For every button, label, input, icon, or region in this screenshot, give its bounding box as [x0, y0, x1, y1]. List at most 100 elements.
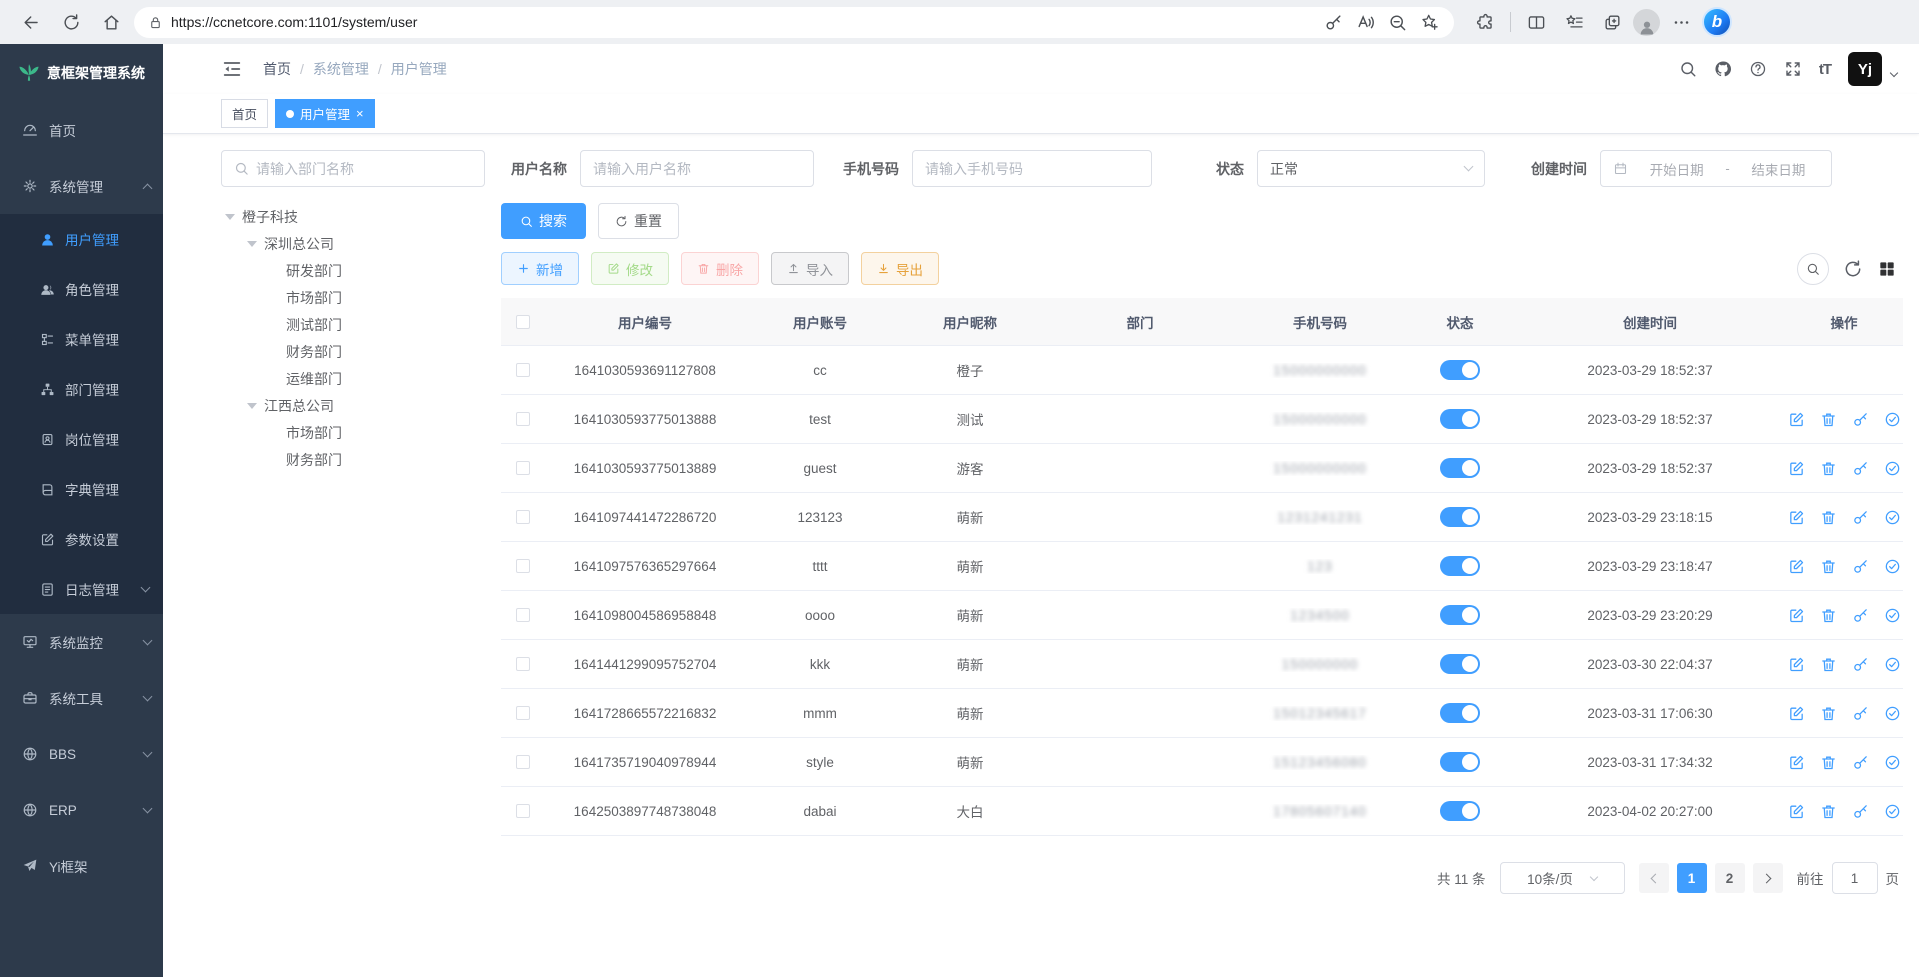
sidebar-item-role-mgmt[interactable]: 角色管理	[0, 264, 163, 314]
sidebar-fold-icon[interactable]	[221, 58, 243, 80]
caret-down-icon[interactable]	[225, 213, 235, 220]
add-favorite-icon[interactable]	[1414, 7, 1444, 37]
add-button[interactable]: 新增	[501, 252, 579, 285]
tag-user-mgmt[interactable]: 用户管理 ×	[275, 99, 375, 128]
caret-down-icon[interactable]	[247, 240, 257, 247]
browser-menu-icon[interactable]	[1664, 5, 1698, 39]
assign-role-icon[interactable]	[1884, 411, 1901, 428]
toggle-search-button[interactable]	[1797, 252, 1829, 285]
assign-role-icon[interactable]	[1884, 705, 1901, 722]
edit-icon[interactable]	[1788, 509, 1805, 526]
sidebar-item-dict-mgmt[interactable]: 字典管理	[0, 464, 163, 514]
delete-icon[interactable]	[1820, 411, 1837, 428]
status-select[interactable]: 正常	[1257, 150, 1485, 187]
edit-icon[interactable]	[1788, 411, 1805, 428]
assign-role-icon[interactable]	[1884, 607, 1901, 624]
reset-password-icon[interactable]	[1852, 656, 1869, 673]
reset-password-icon[interactable]	[1852, 705, 1869, 722]
sidebar-item-tools[interactable]: 系统工具	[0, 670, 163, 726]
delete-icon[interactable]	[1820, 607, 1837, 624]
assign-role-icon[interactable]	[1884, 460, 1901, 477]
browser-refresh-icon[interactable]	[54, 5, 88, 39]
row-checkbox[interactable]	[516, 559, 530, 573]
page-1-button[interactable]: 1	[1676, 863, 1707, 893]
row-checkbox[interactable]	[516, 412, 530, 426]
assign-role-icon[interactable]	[1884, 656, 1901, 673]
breadcrumb-system[interactable]: 系统管理	[312, 61, 369, 77]
reset-password-icon[interactable]	[1852, 754, 1869, 771]
row-checkbox[interactable]	[516, 608, 530, 622]
delete-icon[interactable]	[1820, 754, 1837, 771]
sidebar-item-param-settings[interactable]: 参数设置	[0, 514, 163, 564]
read-aloud-icon[interactable]	[1350, 7, 1380, 37]
status-toggle[interactable]	[1440, 458, 1480, 478]
sidebar-item-erp[interactable]: ERP	[0, 782, 163, 838]
row-checkbox[interactable]	[516, 706, 530, 720]
sidebar-item-menu-mgmt[interactable]: 菜单管理	[0, 314, 163, 364]
sidebar-item-system[interactable]: 系统管理	[0, 158, 163, 214]
delete-icon[interactable]	[1820, 656, 1837, 673]
tree-node[interactable]: 财务部门	[286, 451, 342, 468]
sidebar-item-monitor[interactable]: 系统监控	[0, 614, 163, 670]
row-checkbox[interactable]	[516, 657, 530, 671]
edit-icon[interactable]	[1788, 607, 1805, 624]
collections-icon[interactable]	[1557, 5, 1591, 39]
status-toggle[interactable]	[1440, 556, 1480, 576]
tree-node[interactable]: 市场部门	[286, 289, 342, 306]
tree-node[interactable]: 市场部门	[286, 424, 342, 441]
zoom-out-icon[interactable]	[1382, 7, 1412, 37]
select-all-checkbox[interactable]	[516, 314, 530, 329]
dept-search-input[interactable]	[256, 160, 472, 177]
reset-password-icon[interactable]	[1852, 509, 1869, 526]
browser-profile-avatar[interactable]	[1633, 8, 1660, 36]
github-icon[interactable]	[1714, 60, 1732, 78]
browser-back-icon[interactable]	[14, 5, 48, 39]
delete-icon[interactable]	[1820, 509, 1837, 526]
next-page-button[interactable]	[1752, 863, 1783, 893]
sidebar-item-user-mgmt[interactable]: 用户管理	[0, 214, 163, 264]
sidebar-item-home[interactable]: 首页	[0, 102, 163, 158]
export-button[interactable]: 导出	[861, 252, 939, 285]
user-avatar[interactable]: Yj	[1848, 52, 1882, 86]
assign-role-icon[interactable]	[1884, 754, 1901, 771]
tree-node[interactable]: 测试部门	[286, 316, 342, 333]
close-tag-icon[interactable]: ×	[356, 106, 364, 121]
edit-icon[interactable]	[1788, 803, 1805, 820]
tab-group-icon[interactable]	[1595, 5, 1629, 39]
sidebar-item-log-mgmt[interactable]: 日志管理	[0, 564, 163, 614]
reset-password-icon[interactable]	[1852, 803, 1869, 820]
edit-button[interactable]: 修改	[591, 252, 669, 285]
edit-icon[interactable]	[1788, 460, 1805, 477]
status-toggle[interactable]	[1440, 605, 1480, 625]
edit-icon[interactable]	[1788, 705, 1805, 722]
row-checkbox[interactable]	[516, 461, 530, 475]
edit-icon[interactable]	[1788, 754, 1805, 771]
extensions-icon[interactable]	[1468, 5, 1502, 39]
delete-icon[interactable]	[1820, 803, 1837, 820]
refresh-table-icon[interactable]	[1843, 259, 1863, 279]
edit-icon[interactable]	[1788, 656, 1805, 673]
tree-node[interactable]: 江西总公司	[221, 392, 485, 419]
edit-icon[interactable]	[1788, 558, 1805, 575]
row-checkbox[interactable]	[516, 804, 530, 818]
address-bar[interactable]: https://ccnetcore.com:1101/system/user	[134, 6, 1454, 38]
sidebar-item-bbs[interactable]: BBS	[0, 726, 163, 782]
status-toggle[interactable]	[1440, 752, 1480, 772]
header-search-icon[interactable]	[1679, 60, 1697, 78]
date-range-picker[interactable]: 开始日期 - 结束日期	[1600, 150, 1832, 187]
url-text[interactable]: https://ccnetcore.com:1101/system/user	[171, 14, 418, 30]
sidebar-item-yi-framework[interactable]: Yi框架	[0, 838, 163, 894]
delete-icon[interactable]	[1820, 558, 1837, 575]
column-visibility-icon[interactable]	[1877, 259, 1897, 279]
status-toggle[interactable]	[1440, 801, 1480, 821]
bing-chat-icon[interactable]: b	[1702, 7, 1732, 37]
reset-password-icon[interactable]	[1852, 460, 1869, 477]
fullscreen-icon[interactable]	[1784, 60, 1802, 78]
status-toggle[interactable]	[1440, 360, 1480, 380]
reset-button[interactable]: 重置	[598, 203, 679, 239]
row-checkbox[interactable]	[516, 510, 530, 524]
delete-icon[interactable]	[1820, 705, 1837, 722]
help-icon[interactable]	[1749, 60, 1767, 78]
status-toggle[interactable]	[1440, 703, 1480, 723]
prev-page-button[interactable]	[1638, 863, 1669, 893]
